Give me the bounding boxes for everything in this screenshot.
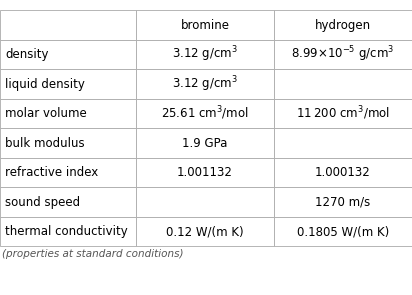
Text: thermal conductivity: thermal conductivity — [5, 225, 128, 238]
Bar — [136, 187, 274, 217]
Bar — [136, 99, 274, 128]
Text: 0.1805 W/(m K): 0.1805 W/(m K) — [297, 225, 389, 238]
Text: 0.12 W/(m K): 0.12 W/(m K) — [166, 225, 244, 238]
Text: (properties at standard conditions): (properties at standard conditions) — [2, 249, 184, 259]
Bar — [0, 187, 136, 217]
Text: 25.61 cm$^3$/mol: 25.61 cm$^3$/mol — [161, 105, 249, 122]
Text: 11 200 cm$^3$/mol: 11 200 cm$^3$/mol — [296, 105, 390, 122]
Bar — [274, 40, 412, 69]
Bar — [274, 69, 412, 99]
Text: liquid density: liquid density — [5, 78, 85, 91]
Bar — [136, 128, 274, 158]
Bar — [136, 217, 274, 246]
Text: 3.12 g/cm$^3$: 3.12 g/cm$^3$ — [172, 45, 238, 64]
Text: 3.12 g/cm$^3$: 3.12 g/cm$^3$ — [172, 74, 238, 94]
Text: 8.99×10$^{-5}$ g/cm$^3$: 8.99×10$^{-5}$ g/cm$^3$ — [291, 45, 395, 64]
Text: 1.000132: 1.000132 — [315, 166, 371, 179]
Bar — [136, 10, 274, 40]
Bar — [274, 217, 412, 246]
Bar — [0, 40, 136, 69]
Text: density: density — [5, 48, 49, 61]
Bar — [274, 128, 412, 158]
Text: bromine: bromine — [180, 19, 229, 32]
Bar — [0, 217, 136, 246]
Bar — [136, 69, 274, 99]
Text: sound speed: sound speed — [5, 196, 80, 209]
Bar — [0, 10, 136, 40]
Text: 1270 m/s: 1270 m/s — [315, 196, 371, 209]
Text: bulk modulus: bulk modulus — [5, 137, 84, 150]
Text: 1.001132: 1.001132 — [177, 166, 233, 179]
Bar — [0, 99, 136, 128]
Bar — [136, 40, 274, 69]
Text: molar volume: molar volume — [5, 107, 87, 120]
Bar — [274, 158, 412, 187]
Bar — [0, 128, 136, 158]
Text: refractive index: refractive index — [5, 166, 98, 179]
Bar — [274, 10, 412, 40]
Bar — [274, 187, 412, 217]
Bar — [0, 69, 136, 99]
Text: hydrogen: hydrogen — [315, 19, 371, 32]
Bar — [274, 99, 412, 128]
Bar — [0, 158, 136, 187]
Text: 1.9 GPa: 1.9 GPa — [182, 137, 228, 150]
Bar — [136, 158, 274, 187]
